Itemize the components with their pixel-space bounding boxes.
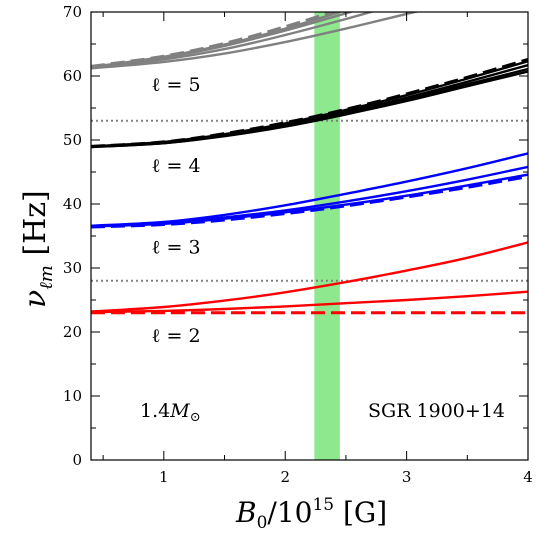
y-tick-label: 40: [63, 195, 82, 213]
group-label-l5: ℓ = 5: [151, 74, 200, 96]
group-labels: ℓ = 2 ℓ = 3 ℓ = 4 ℓ = 5: [151, 74, 200, 347]
group-label-l4: ℓ = 4: [151, 155, 200, 177]
group-label-l2: ℓ = 2: [151, 325, 200, 347]
y-tick-label: 0: [72, 451, 82, 469]
curve-l4-5: [91, 57, 528, 148]
x-tick-label: 1: [159, 468, 169, 486]
curve-l2-1: [91, 241, 528, 313]
y-tick-label: 30: [63, 259, 82, 277]
curve-l5-2: [91, 12, 376, 69]
source-annotation: SGR 1900+14: [368, 400, 505, 422]
svg-text:νℓm [Hz]: νℓm [Hz]: [18, 190, 57, 308]
mass-annotation: 1.4M⊙: [140, 400, 201, 425]
curve-l3-1: [91, 152, 528, 227]
x-tick-label: 3: [402, 468, 412, 486]
curve-l3-4: [91, 175, 528, 229]
curve-l2-2: [91, 290, 528, 314]
y-tick-label: 50: [63, 131, 82, 149]
sgr-field-range-band: [314, 12, 340, 460]
mode-curves: [91, 12, 528, 315]
y-axis-title: νℓm [Hz]: [18, 190, 57, 308]
y-tick-label: 20: [63, 323, 82, 341]
y-tick-label: 70: [63, 3, 82, 21]
x-axis-title: B0/1015 [G]: [235, 495, 387, 533]
group-label-l3: ℓ = 3: [151, 236, 200, 258]
y-tick-label: 60: [63, 67, 82, 85]
x-tick-label: 4: [523, 468, 533, 486]
y-tick-label: 10: [63, 387, 82, 405]
x-tick-label: 2: [280, 468, 290, 486]
curve-l5-5: [91, 12, 337, 68]
